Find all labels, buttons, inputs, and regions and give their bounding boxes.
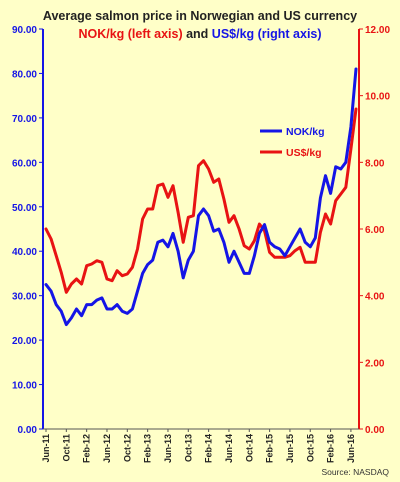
left-tick-label: 80.00 <box>12 69 37 80</box>
right-tick-label: 0.00 <box>365 425 385 436</box>
x-tick-label: Jun-11 <box>41 434 51 463</box>
left-tick-label: 40.00 <box>12 247 37 258</box>
left-tick-label: 10.00 <box>12 381 37 392</box>
right-tick-label: 6.00 <box>365 225 385 236</box>
legend-label-usd: US$/kg <box>286 147 322 159</box>
x-tick-label: Feb-16 <box>326 434 336 463</box>
x-tick-label: Jun-13 <box>163 434 173 463</box>
chart-title: Average salmon price in Norwegian and US… <box>43 9 357 23</box>
x-tick-label: Oct-11 <box>61 434 71 462</box>
subtitle-left-axis: NOK/kg (left axis) <box>78 27 182 41</box>
x-tick-label: Feb-12 <box>82 434 92 463</box>
x-tick-label: Oct-14 <box>244 434 254 462</box>
right-tick-label: 2.00 <box>365 358 385 369</box>
x-tick-label: Jun-15 <box>285 434 295 463</box>
x-tick-label: Jun-12 <box>102 434 112 463</box>
right-tick-label: 12.00 <box>365 25 390 36</box>
left-tick-label: 0.00 <box>18 425 38 436</box>
left-tick-label: 60.00 <box>12 158 37 169</box>
chart-subtitle: NOK/kg (left axis) and US$/kg (right axi… <box>78 27 321 41</box>
left-tick-label: 20.00 <box>12 336 37 347</box>
series-line-nok <box>44 67 358 327</box>
right-tick-label: 4.00 <box>365 292 385 303</box>
x-tick-label: Jun-14 <box>224 434 234 463</box>
series-line-usd <box>44 107 358 294</box>
left-tick-label: 70.00 <box>12 114 37 125</box>
x-tick-label: Oct-12 <box>122 434 132 462</box>
x-tick-label: Feb-14 <box>204 434 214 463</box>
x-tick-label: Jun-16 <box>346 434 356 463</box>
right-tick-label: 8.00 <box>365 158 385 169</box>
x-tick-label: Oct-15 <box>305 434 315 462</box>
x-tick-label: Feb-13 <box>143 434 153 463</box>
legend: NOK/kg US$/kg <box>260 126 325 159</box>
axes: 0.00 10.00 20.00 30.00 40.00 50.00 60.00 70.00 8… <box>12 25 390 463</box>
legend-label-nok: NOK/kg <box>286 126 325 138</box>
x-tick-label: Oct-13 <box>183 434 193 462</box>
left-tick-label: 50.00 <box>12 203 37 214</box>
right-tick-label: 10.00 <box>365 92 390 103</box>
left-tick-label: 90.00 <box>12 25 37 36</box>
left-tick-label: 30.00 <box>12 292 37 303</box>
subtitle-right-axis: US$/kg (right axis) <box>212 27 322 41</box>
series <box>44 67 358 327</box>
source-note: Source: NASDAQ <box>321 467 389 477</box>
subtitle-and: and <box>183 27 212 41</box>
x-tick-label: Feb-15 <box>265 434 275 463</box>
